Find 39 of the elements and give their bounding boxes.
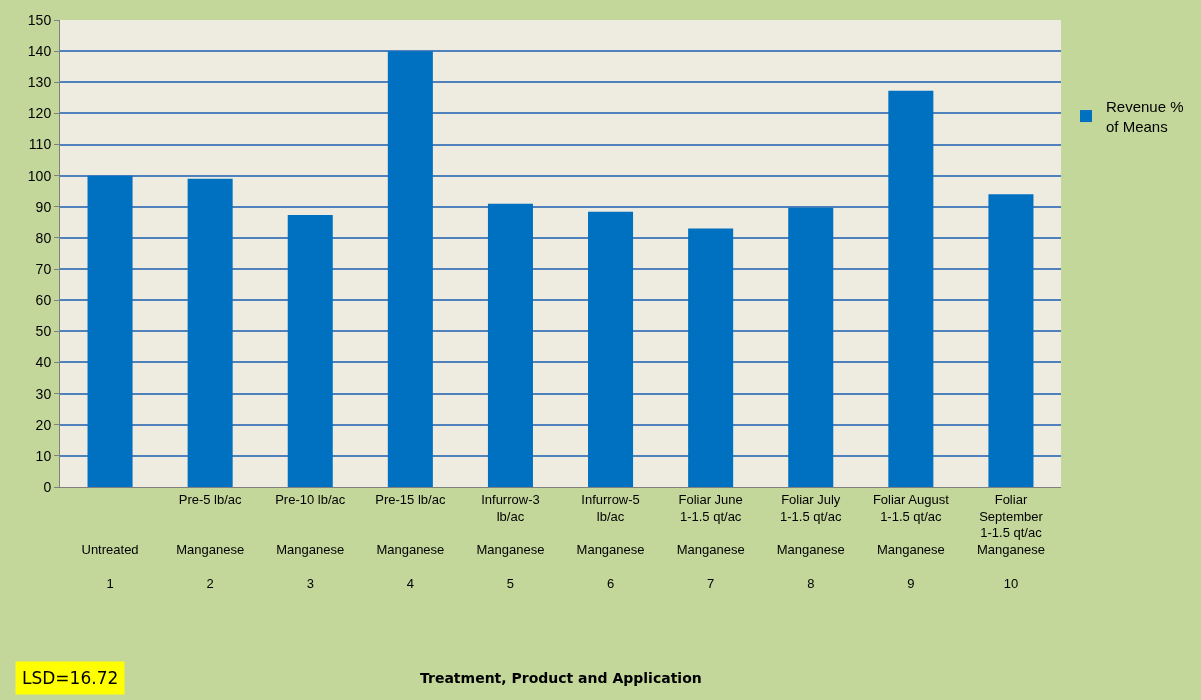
- text: Treatment, Product and Application: [420, 670, 702, 686]
- y-tick-label: 30: [35, 385, 52, 402]
- y-tick-label: 50: [35, 323, 52, 340]
- category-label: Foliar September 1-1.5 qt/ac Manganese 10: [976, 491, 1045, 592]
- bar: [788, 207, 834, 487]
- y-tick-label: 100: [27, 167, 52, 184]
- y-tick-label: 70: [35, 260, 52, 277]
- bar: [588, 211, 634, 487]
- y-tick-label: 140: [27, 43, 52, 60]
- bar: [387, 51, 433, 487]
- category-label: Foliar June 1-1.5 qt/ac Manganese 7: [676, 491, 745, 592]
- y-tick-label: 0: [43, 478, 52, 495]
- category-label: Foliar August 1-1.5 qt/ac Manganese 9: [872, 491, 949, 592]
- bar: [888, 90, 934, 487]
- y-tick-label: 80: [35, 229, 52, 246]
- y-tick-label: 130: [27, 74, 52, 91]
- bar: [688, 228, 734, 487]
- y-tick-label: 60: [35, 292, 52, 309]
- bar: [287, 214, 333, 487]
- category-label: Pre-15 lb/ac Manganese 4: [375, 491, 446, 592]
- y-tick-label: 10: [35, 447, 52, 464]
- category-label: Pre-5 lb/ac Manganese 2: [176, 491, 245, 592]
- bar: [988, 194, 1034, 487]
- y-tick-label: 150: [27, 11, 52, 28]
- category-label: Foliar July 1-1.5 qt/ac Manganese 8: [776, 491, 845, 592]
- y-tick-label: 110: [28, 136, 52, 153]
- y-tick-label: 90: [35, 198, 52, 215]
- text: LSD=16.72: [22, 668, 119, 688]
- y-tick-label: 120: [27, 105, 52, 122]
- bar: [487, 203, 533, 487]
- y-tick-label: 40: [35, 354, 52, 371]
- category-label: Pre-10 lb/ac Manganese 3: [275, 491, 346, 592]
- category-label: Infurrow-5 lb/ac Manganese 6: [576, 491, 645, 592]
- bar: [87, 175, 133, 487]
- bar: [187, 178, 233, 487]
- category-label: Infurrow-3 lb/ac Manganese 5: [476, 491, 545, 592]
- y-tick-label: 20: [35, 416, 52, 433]
- category-label: Untreated 1: [81, 542, 139, 592]
- legend-label: Revenue % of Means: [1106, 98, 1184, 135]
